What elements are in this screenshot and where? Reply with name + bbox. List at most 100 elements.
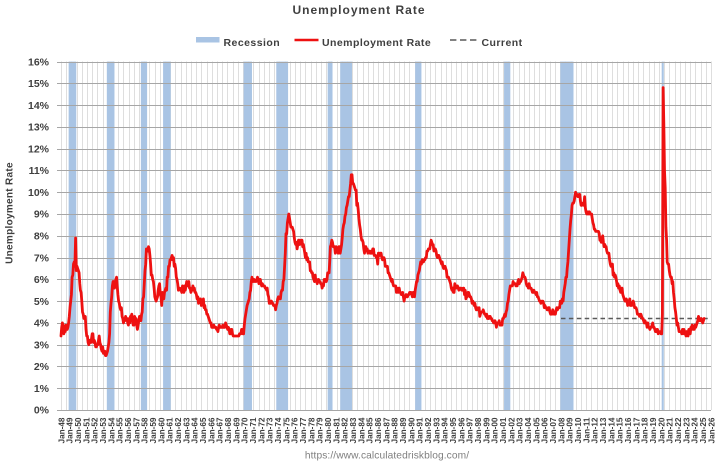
svg-text:Jan-97: Jan-97 bbox=[466, 417, 475, 443]
svg-text:Jan-25: Jan-25 bbox=[699, 417, 708, 443]
svg-text:Jan-70: Jan-70 bbox=[241, 417, 250, 443]
svg-text:Jan-74: Jan-74 bbox=[274, 417, 283, 443]
svg-text:Jan-87: Jan-87 bbox=[382, 417, 391, 443]
svg-text:Jan-23: Jan-23 bbox=[682, 417, 691, 443]
svg-text:Jan-08: Jan-08 bbox=[557, 417, 566, 443]
svg-text:Unemployment Rate: Unemployment Rate bbox=[292, 3, 425, 17]
svg-text:Jan-93: Jan-93 bbox=[432, 417, 441, 443]
svg-text:Jan-55: Jan-55 bbox=[116, 417, 125, 443]
svg-text:14%: 14% bbox=[28, 100, 50, 112]
svg-text:Jan-22: Jan-22 bbox=[674, 417, 683, 443]
svg-text:7%: 7% bbox=[34, 252, 50, 264]
svg-text:Jan-62: Jan-62 bbox=[174, 417, 183, 443]
svg-text:Jan-68: Jan-68 bbox=[224, 417, 233, 443]
svg-text:3%: 3% bbox=[34, 339, 50, 351]
svg-text:Jan-13: Jan-13 bbox=[599, 417, 608, 443]
svg-text:Jan-48: Jan-48 bbox=[57, 417, 66, 443]
svg-text:Jan-64: Jan-64 bbox=[191, 417, 200, 443]
svg-text:Jan-67: Jan-67 bbox=[216, 417, 225, 443]
svg-text:Jan-52: Jan-52 bbox=[91, 417, 100, 443]
svg-text:Jan-54: Jan-54 bbox=[107, 417, 116, 443]
svg-text:Jan-00: Jan-00 bbox=[491, 417, 500, 443]
svg-text:Jan-61: Jan-61 bbox=[166, 417, 175, 443]
svg-text:Jan-20: Jan-20 bbox=[657, 417, 666, 443]
svg-text:Jan-94: Jan-94 bbox=[441, 417, 450, 443]
svg-text:Jan-56: Jan-56 bbox=[124, 417, 133, 443]
svg-text:Jan-24: Jan-24 bbox=[691, 417, 700, 443]
svg-text:Jan-19: Jan-19 bbox=[649, 417, 658, 443]
svg-text:4%: 4% bbox=[34, 318, 50, 330]
svg-text:Jan-86: Jan-86 bbox=[374, 417, 383, 443]
svg-text:Jan-04: Jan-04 bbox=[524, 417, 533, 443]
svg-text:Jan-69: Jan-69 bbox=[232, 417, 241, 443]
svg-text:Jan-96: Jan-96 bbox=[457, 417, 466, 443]
svg-text:Jan-89: Jan-89 bbox=[399, 417, 408, 443]
svg-text:Jan-83: Jan-83 bbox=[349, 417, 358, 443]
svg-text:Jan-49: Jan-49 bbox=[66, 417, 75, 443]
svg-text:2%: 2% bbox=[34, 361, 50, 373]
svg-text:10%: 10% bbox=[28, 187, 50, 199]
svg-text:12%: 12% bbox=[28, 143, 50, 155]
svg-text:Jan-11: Jan-11 bbox=[582, 417, 591, 443]
svg-text:Jan-14: Jan-14 bbox=[607, 417, 616, 443]
svg-text:13%: 13% bbox=[28, 122, 50, 134]
svg-text:Recession: Recession bbox=[224, 37, 281, 49]
svg-text:Jan-65: Jan-65 bbox=[199, 417, 208, 443]
svg-text:Jan-51: Jan-51 bbox=[82, 417, 91, 443]
svg-text:8%: 8% bbox=[34, 231, 50, 243]
svg-text:Jan-85: Jan-85 bbox=[366, 417, 375, 443]
svg-text:Jan-71: Jan-71 bbox=[249, 417, 258, 443]
svg-text:Jan-12: Jan-12 bbox=[591, 417, 600, 443]
svg-text:Jan-80: Jan-80 bbox=[324, 417, 333, 443]
svg-text:Jan-78: Jan-78 bbox=[307, 417, 316, 443]
svg-text:1%: 1% bbox=[34, 383, 50, 395]
svg-text:Jan-77: Jan-77 bbox=[299, 417, 308, 443]
svg-text:Unemployment Rate: Unemployment Rate bbox=[5, 162, 16, 264]
svg-text:Jan-84: Jan-84 bbox=[357, 417, 366, 443]
svg-text:0%: 0% bbox=[34, 405, 50, 417]
svg-text:Jan-53: Jan-53 bbox=[99, 417, 108, 443]
svg-text:16%: 16% bbox=[28, 56, 50, 68]
svg-text:Jan-15: Jan-15 bbox=[616, 417, 625, 443]
svg-text:Jan-60: Jan-60 bbox=[157, 417, 166, 443]
svg-text:Jan-59: Jan-59 bbox=[149, 417, 158, 443]
svg-text:Jan-90: Jan-90 bbox=[407, 417, 416, 443]
svg-text:Jan-63: Jan-63 bbox=[182, 417, 191, 443]
svg-text:6%: 6% bbox=[34, 274, 50, 286]
svg-text:Jan-81: Jan-81 bbox=[332, 417, 341, 443]
svg-text:Jan-66: Jan-66 bbox=[207, 417, 216, 443]
svg-text:11%: 11% bbox=[29, 165, 50, 177]
svg-text:Jan-03: Jan-03 bbox=[516, 417, 525, 443]
svg-text:Jan-06: Jan-06 bbox=[541, 417, 550, 443]
svg-text:Jan-58: Jan-58 bbox=[141, 417, 150, 443]
svg-text:Jan-91: Jan-91 bbox=[416, 417, 425, 443]
svg-text:Jan-92: Jan-92 bbox=[424, 417, 433, 443]
svg-text:5%: 5% bbox=[34, 296, 50, 308]
svg-text:Jan-02: Jan-02 bbox=[507, 417, 516, 443]
svg-text:Current: Current bbox=[482, 37, 523, 49]
svg-text:Jan-88: Jan-88 bbox=[391, 417, 400, 443]
svg-text:Jan-95: Jan-95 bbox=[449, 417, 458, 443]
svg-text:Jan-10: Jan-10 bbox=[574, 417, 583, 443]
svg-text:Jan-79: Jan-79 bbox=[316, 417, 325, 443]
svg-text:Jan-50: Jan-50 bbox=[74, 417, 83, 443]
svg-text:Jan-05: Jan-05 bbox=[532, 417, 541, 443]
svg-text:Jan-73: Jan-73 bbox=[266, 417, 275, 443]
svg-text:Jan-72: Jan-72 bbox=[257, 417, 266, 443]
svg-text:Jan-26: Jan-26 bbox=[707, 417, 716, 443]
svg-text:9%: 9% bbox=[34, 209, 50, 221]
svg-text:Jan-76: Jan-76 bbox=[291, 417, 300, 443]
svg-text:Jan-07: Jan-07 bbox=[549, 417, 558, 443]
svg-text:Jan-16: Jan-16 bbox=[624, 417, 633, 443]
svg-text:Jan-21: Jan-21 bbox=[666, 417, 675, 443]
svg-text:Jan-82: Jan-82 bbox=[341, 417, 350, 443]
svg-text:Jan-09: Jan-09 bbox=[566, 417, 575, 443]
svg-text:Jan-18: Jan-18 bbox=[641, 417, 650, 443]
svg-text:Jan-01: Jan-01 bbox=[499, 417, 508, 443]
svg-text:Jan-99: Jan-99 bbox=[482, 417, 491, 443]
svg-text:https://www.calculatedriskblog: https://www.calculatedriskblog.com/ bbox=[305, 451, 469, 462]
svg-text:Unemployment Rate: Unemployment Rate bbox=[322, 37, 431, 49]
svg-text:Jan-57: Jan-57 bbox=[132, 417, 141, 443]
svg-text:15%: 15% bbox=[28, 78, 50, 90]
svg-text:Jan-75: Jan-75 bbox=[282, 417, 291, 443]
